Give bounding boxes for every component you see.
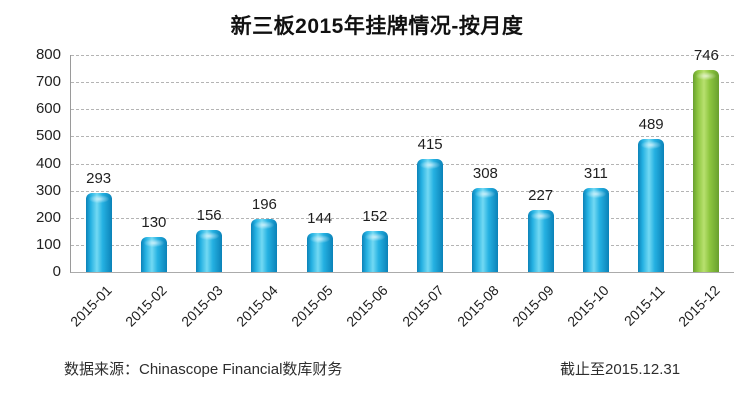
- x-tick-label: 2015-09: [509, 282, 557, 330]
- bar-2015-04: [251, 218, 278, 272]
- bar-2015-03: [196, 229, 223, 272]
- bar-top-highlight: [641, 141, 662, 150]
- bar-2015-06: [361, 230, 388, 272]
- y-tick-label: 300: [35, 181, 61, 199]
- bar-2015-08: [472, 188, 499, 272]
- gridline: [71, 217, 734, 219]
- gridline: [71, 82, 734, 84]
- bar-2015-01: [85, 192, 112, 272]
- gridline: [71, 244, 734, 246]
- bar-top-highlight: [199, 231, 220, 240]
- y-tick-label: 500: [35, 127, 61, 145]
- y-tick-label: 800: [35, 46, 61, 63]
- bar-2015-05: [306, 232, 333, 272]
- data-source-note: 数据来源：Chinascope Financial数库财务: [64, 361, 343, 378]
- bar-2015-02: [140, 236, 167, 272]
- gridline: [71, 136, 734, 138]
- y-tick-label: 100: [35, 235, 61, 253]
- x-tick-label: 2015-08: [454, 282, 502, 330]
- bar-2015-10: [582, 187, 609, 272]
- bar-value-label: 196: [251, 195, 277, 213]
- y-tick-label: 0: [52, 263, 61, 280]
- x-tick-label: 2015-02: [122, 282, 171, 330]
- bar-value-label: 293: [86, 169, 112, 187]
- bar-value-label: 415: [417, 136, 443, 154]
- bar-top-highlight: [143, 238, 164, 247]
- x-tick-label: 2015-10: [564, 282, 613, 330]
- x-tick-label: 2015-07: [398, 282, 447, 330]
- x-tick-label: 2015-03: [177, 282, 226, 330]
- bar-value-label: 308: [472, 165, 498, 183]
- bar-top-highlight: [309, 234, 330, 243]
- plot-area: 0 100 200 300 400 500 600 700 800 293 2015-01 130 20…: [36, 46, 734, 330]
- bar-top-highlight: [530, 212, 551, 221]
- bar-top-highlight: [420, 161, 441, 170]
- x-tick-label: 2015-01: [67, 282, 115, 330]
- bar-value-label: 144: [307, 209, 333, 227]
- as-of-date-note: 截止至2015.12.31: [560, 361, 681, 378]
- gridline: [71, 55, 734, 56]
- gridline: [71, 190, 734, 192]
- y-tick-label: 700: [35, 73, 61, 91]
- gridline: [71, 109, 734, 111]
- bar-2015-09: [527, 210, 554, 272]
- y-tick-label: 200: [35, 208, 61, 226]
- bar-value-label: 489: [638, 116, 664, 134]
- bar-top-highlight: [364, 232, 385, 241]
- y-tick-label: 400: [35, 154, 61, 172]
- x-tick-label: 2015-04: [233, 282, 281, 330]
- bar-2015-12: [693, 69, 720, 272]
- bar-value-label: 152: [362, 207, 388, 225]
- bar-top-highlight: [88, 194, 109, 203]
- bar-value-label: 156: [196, 206, 222, 224]
- bar-value-label: 311: [583, 164, 608, 182]
- bar-top-highlight: [585, 189, 606, 198]
- bar-value-label: 746: [693, 46, 719, 64]
- gridline: [71, 163, 734, 165]
- chart-title: 新三板2015年挂牌情况-按月度: [230, 15, 524, 38]
- bar-2015-07: [417, 159, 444, 272]
- x-tick-label: 2015-12: [675, 282, 723, 330]
- bar-top-highlight: [254, 220, 275, 229]
- x-tick-label: 2015-05: [288, 282, 336, 330]
- bar-2015-11: [638, 139, 665, 272]
- bar-top-highlight: [475, 190, 496, 199]
- bar-top-highlight: [696, 71, 717, 80]
- y-tick-label: 600: [35, 100, 61, 118]
- bar-value-label: 130: [141, 213, 167, 231]
- bar-value-label: 227: [528, 187, 554, 205]
- x-tick-label: 2015-11: [620, 282, 668, 329]
- x-tick-label: 2015-06: [343, 282, 392, 330]
